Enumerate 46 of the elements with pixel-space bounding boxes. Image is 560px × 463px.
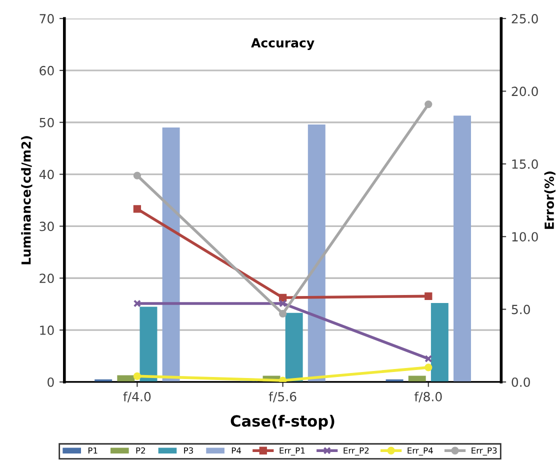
y-tick-label: 60 [40,66,54,76]
point [278,310,287,318]
y2-tick-label: 5.0 [512,304,530,314]
legend-label: Err_P4 [408,447,433,456]
y-tick-label: 0 [48,377,54,387]
y-tick-label: 30 [40,222,54,232]
point [133,372,142,380]
text: Accuracy [251,38,314,50]
bar [408,376,426,382]
point [133,172,142,180]
y-tick-label: 70 [40,14,54,24]
x-tick-label: f/4.0 [123,392,151,402]
y2-tick-label: 25.0 [512,14,538,24]
bar [454,116,471,382]
legend-label: Err_P3 [472,447,497,456]
y2-tick-label: 15.0 [512,159,538,169]
legend-label: Err_P2 [344,447,369,456]
y2-axis-title: Error(%) [544,172,556,229]
y-tick-label: 40 [39,170,54,180]
bar [140,306,158,382]
bar [308,124,326,382]
point [133,205,142,213]
bar [117,375,135,382]
y2-tick-label: 20.0 [512,86,538,96]
legend-label: P3 [184,447,193,454]
legend-label: Err_P1 [280,447,305,456]
y-tick-label: 50 [40,118,54,128]
bar [430,303,448,382]
y-axis-title: Luminance(cd/m2) [21,136,32,264]
point [278,294,287,302]
point [424,100,432,108]
x-tick-label: f/8.0 [414,392,442,402]
legend-label: P4 [232,447,242,454]
bar [162,128,180,382]
x-tick-label: f/5.6 [268,392,296,402]
y2-tick-label: 0.0 [512,377,530,387]
point [424,364,432,372]
bar [285,312,303,382]
y2-tick-label: 10.0 [512,232,538,242]
legend-label: P1 [88,447,98,454]
point [278,300,287,308]
y-tick-label: 10 [40,326,54,335]
point [424,292,432,300]
legend-label: P2 [136,447,145,454]
y-tick-label: 20 [40,274,54,284]
x-axis-title: Case(f-stop) [230,414,334,430]
